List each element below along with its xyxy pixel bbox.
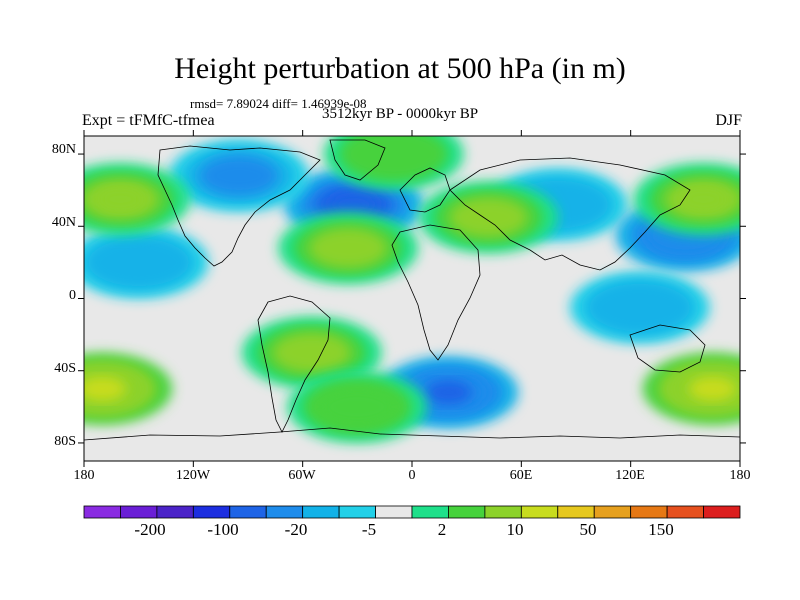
colorbar-swatch <box>666 505 704 519</box>
colorbar-label: 150 <box>648 520 674 539</box>
anomaly-contour <box>679 186 728 212</box>
colorbar-swatch <box>302 505 340 519</box>
anomaly-contour <box>329 192 378 217</box>
anomaly-west-pacific-tropics-low <box>569 271 710 344</box>
anomaly-contour <box>424 380 473 405</box>
colorbar-label: -100 <box>207 520 239 539</box>
lat-tick-label: 80S <box>54 434 76 449</box>
anomaly-contour <box>96 186 145 212</box>
experiment-label: Expt = tFMfC-tfmea <box>82 112 215 129</box>
colorbar-label: 2 <box>437 520 447 539</box>
colorbar-swatch <box>484 505 522 519</box>
colorbar-swatch <box>120 505 158 519</box>
colorbar-swatch <box>703 505 741 519</box>
anomaly-contour <box>84 234 194 291</box>
colorbar-label: -5 <box>361 520 377 539</box>
colorbar-swatch <box>448 505 486 519</box>
colorbar-swatch <box>338 505 376 519</box>
lat-tick-label: 0 <box>69 288 76 303</box>
axis-ticks <box>78 130 746 467</box>
lat-tick-label: 80N <box>51 142 76 157</box>
season-label: DJF <box>715 112 742 129</box>
anomaly-subtropical-atlantic-high <box>278 211 419 284</box>
colorbar-label: 10 <box>506 520 524 539</box>
anomaly-contour <box>199 155 279 196</box>
colorbar-swatch <box>156 505 194 519</box>
lon-tick-label: 180 <box>729 468 751 483</box>
lon-tick-label: 120W <box>175 468 211 483</box>
lon-tick-label: 120E <box>615 468 645 483</box>
anomaly-contour <box>339 136 449 183</box>
anomaly-contour <box>84 376 127 402</box>
anomaly-contour <box>688 376 737 402</box>
colorbar-label: 50 <box>579 520 597 539</box>
rmsd-stats: rmsd= 7.89024 diff= 1.46939e-08 <box>190 96 367 111</box>
anomaly-contour <box>309 227 388 269</box>
colorbar <box>83 505 741 519</box>
coastlines <box>84 139 740 441</box>
anomaly-south-america-high <box>241 316 382 389</box>
colorbar-swatch <box>593 505 632 519</box>
anomaly-south-america-high-2 <box>287 370 428 443</box>
anomaly-arctic-canada-low <box>168 139 309 212</box>
anomaly-central-pacific-low <box>84 226 209 299</box>
anomaly-eastern-europe-high <box>418 181 559 254</box>
anomaly-japan-high <box>633 163 740 236</box>
lon-tick-label: 60W <box>288 468 316 483</box>
colorbar-swatch <box>265 505 304 519</box>
map-title: Height perturbation at 500 hPa (in m) <box>174 52 626 85</box>
anomaly-contour <box>585 279 695 336</box>
period-label: 3512kyr BP - 0000kyr BP <box>322 106 479 122</box>
colorbar-swatch <box>83 505 121 519</box>
colorbar-swatch <box>520 505 559 519</box>
colorbar-swatch <box>375 505 413 519</box>
colorbar-label: -20 <box>284 520 308 539</box>
anomaly-arctic-high <box>323 136 464 191</box>
lon-tick-label: 180 <box>73 468 95 483</box>
anomaly-south-pacific-high <box>84 352 173 425</box>
colorbar-swatch <box>411 505 449 519</box>
colorbar-label: -200 <box>134 520 166 539</box>
colorbar-swatch <box>192 505 231 519</box>
colorbar-swatch <box>229 505 267 519</box>
anomaly-south-pacific-east-high <box>642 352 740 425</box>
lat-tick-label: 40N <box>51 215 76 230</box>
anomaly-alaska-high <box>84 163 191 236</box>
lon-tick-label: 60E <box>509 468 533 483</box>
lat-tick-label: 40S <box>54 361 76 376</box>
anomaly-field <box>84 136 740 443</box>
colorbar-swatch <box>630 505 668 519</box>
anomaly-contour <box>272 332 351 373</box>
anomaly-contour <box>318 386 397 427</box>
colorbar-swatch <box>557 505 595 519</box>
lon-tick-label: 0 <box>408 468 416 483</box>
